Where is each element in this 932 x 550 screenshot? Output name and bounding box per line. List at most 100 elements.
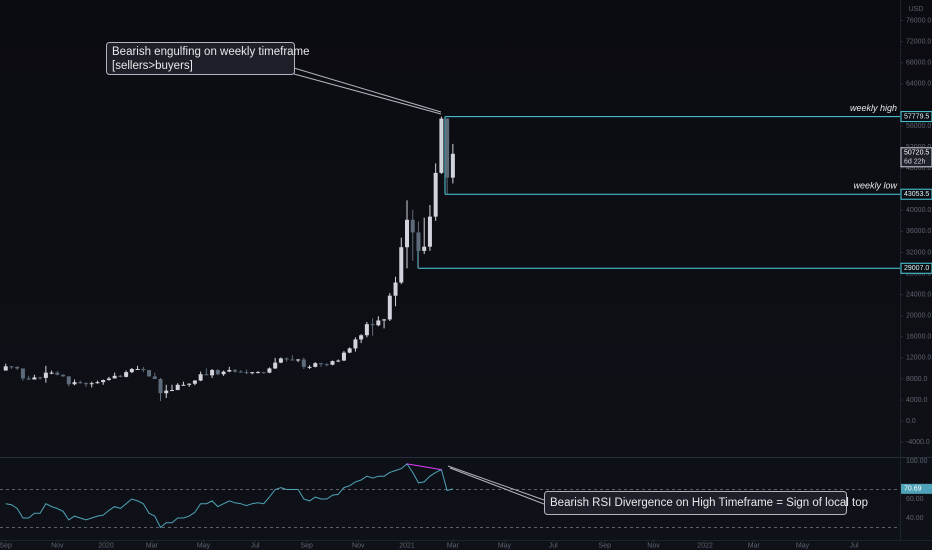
countdown: 6d 22h [904, 159, 926, 166]
x-tick-label: Nov [647, 542, 660, 549]
candle-body [227, 370, 232, 372]
x-tick-label: Sep [599, 542, 612, 549]
y-tick-label: 72000.0 [906, 38, 931, 45]
candle-body [106, 378, 111, 381]
y-tick-label: 68000.0 [906, 60, 931, 67]
x-tick-label: 2022 [697, 542, 713, 549]
candle-body [359, 335, 364, 340]
candle-body [416, 232, 421, 251]
rsi-tick-label: 60.00 [906, 496, 924, 503]
y-tick-label: 64000.0 [906, 81, 931, 88]
y-tick-label: 48000.0 [906, 165, 931, 172]
y-tick-label: 76000.0 [906, 17, 931, 24]
candle-body [49, 372, 54, 374]
candle-body [267, 368, 272, 373]
candle-body [118, 375, 123, 377]
candle-body [124, 372, 129, 377]
callout-pointer [293, 67, 442, 113]
candle-body [255, 372, 260, 374]
x-tick-label: May [796, 542, 810, 549]
candle-body [89, 383, 94, 385]
x-tick-label: Mar [146, 542, 159, 549]
y-tick-label: 36000.0 [906, 228, 931, 235]
candle-body [296, 359, 301, 361]
y-tick-label: 0.0 [906, 418, 916, 425]
y-tick-label: 32000.0 [906, 249, 931, 256]
candle-body [32, 377, 37, 380]
y-tick-label: 28000.0 [906, 270, 931, 277]
level-label: 29007.0 [904, 265, 929, 272]
candle-body [399, 247, 404, 283]
y-tick-label: 16000.0 [906, 334, 931, 341]
candle-body [273, 362, 278, 369]
level-label-box [900, 262, 932, 274]
callout-pointer [449, 467, 545, 505]
x-tick-label: Mar [748, 542, 761, 549]
candle-body [101, 380, 106, 383]
candle-body [353, 339, 358, 349]
x-tick-label: 2021 [399, 542, 415, 549]
y-tick-label: 12000.0 [906, 355, 931, 362]
candle-body [204, 374, 209, 376]
x-tick-label: Jul [850, 542, 859, 549]
candle-body [393, 282, 398, 296]
candle-body [129, 368, 134, 373]
x-tick-label: Sep [0, 542, 12, 549]
x-tick-label: Nov [51, 542, 64, 549]
candle-body [387, 295, 392, 320]
callout-pointer [293, 73, 442, 115]
candle-body [95, 382, 100, 384]
candle-body [278, 358, 283, 363]
rsi-last-box [901, 483, 932, 494]
candle-body [382, 319, 387, 321]
candle-body [313, 363, 318, 367]
candle-body [61, 374, 66, 377]
candle-body [307, 366, 312, 368]
candle-body [364, 324, 369, 336]
candle-body [336, 360, 341, 362]
candle-body [301, 359, 306, 367]
annotation-text: Bearish engulfing on weekly timeframe [112, 46, 310, 58]
candle-body [405, 219, 410, 248]
candle-body [181, 384, 186, 386]
annotation-text: [sellers>buyers] [112, 60, 193, 72]
rsi-last-label: 70.69 [904, 486, 922, 493]
candle-body [72, 382, 77, 385]
candle-body [164, 390, 169, 394]
last-price-label: 50720.5 [904, 150, 929, 157]
candle-body [370, 324, 375, 326]
candle-body [341, 352, 346, 361]
x-tick-label: Jul [549, 542, 558, 549]
candle-body [410, 219, 415, 233]
candle-body [78, 382, 83, 384]
candle-body [55, 372, 60, 375]
rsi-tick-label: 40.00 [906, 515, 924, 522]
candle-body [83, 383, 88, 385]
candle-body [422, 246, 427, 251]
callout-pointer [447, 465, 545, 501]
candle-body [175, 384, 180, 391]
last-price-box [900, 147, 932, 168]
candle-body [15, 366, 20, 369]
x-tick-label: Nov [352, 542, 365, 549]
candle-body [9, 366, 14, 368]
rsi-tick-label: 100.00 [906, 458, 928, 465]
level-label-box [900, 188, 932, 200]
x-tick-label: Sep [300, 542, 313, 549]
level-label: 43053.5 [904, 191, 929, 198]
candle-body [284, 358, 289, 360]
candle-body [112, 375, 117, 379]
candle-body [376, 320, 381, 326]
candle-body [330, 361, 335, 365]
y-tick-label: 56000.0 [906, 123, 931, 130]
x-tick-label: May [498, 542, 512, 549]
candle-body [198, 374, 203, 381]
candle-body [169, 390, 174, 392]
candle-body [215, 370, 220, 375]
candle-body [187, 383, 192, 385]
candle-body [147, 370, 152, 377]
level-label-box [900, 111, 932, 123]
candle-body [445, 118, 450, 178]
